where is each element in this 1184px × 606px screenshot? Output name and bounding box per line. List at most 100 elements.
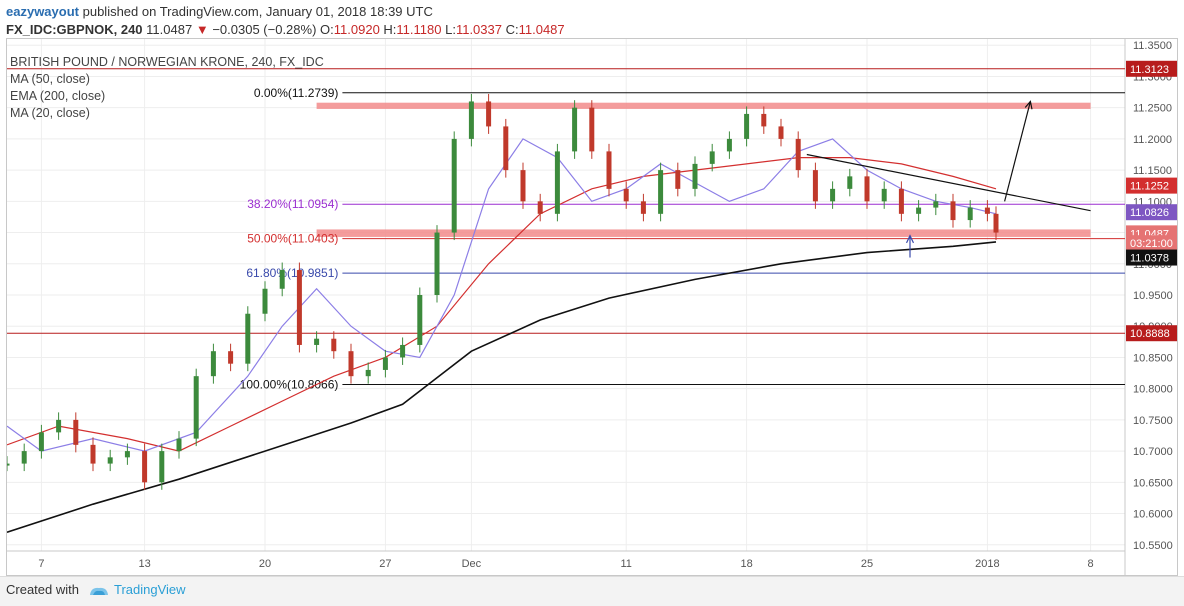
x-tick-label: 20 [259, 558, 271, 570]
candle-body [847, 176, 853, 189]
candle-body [365, 369, 371, 377]
candle-body [228, 351, 234, 364]
y-tick-label: 11.1500 [1133, 165, 1172, 177]
candle-body [107, 457, 113, 464]
candle-body [142, 451, 148, 483]
price-label-text: 03:21:00 [1130, 238, 1173, 250]
candle-body [692, 163, 698, 189]
y-tick-label: 11.3500 [1133, 40, 1172, 52]
chart-header: eazywayout published on TradingView.com,… [0, 0, 1184, 40]
candle-body [210, 351, 216, 377]
price-label-box [1126, 249, 1177, 266]
arrow-head [905, 234, 915, 244]
arrow-line [1004, 101, 1031, 202]
resistance-zone [316, 102, 1091, 109]
arrow-head [1024, 100, 1033, 110]
candle-body [382, 357, 388, 370]
open-value: 11.0920 [333, 22, 380, 37]
candle-body [21, 451, 27, 464]
low-value: 11.0337 [455, 22, 502, 37]
chart-legend: BRITISH POUND / NORWEGIAN KRONE, 240, FX… [10, 54, 324, 122]
x-tick-label: 13 [138, 558, 150, 570]
price-label-box [1126, 177, 1177, 194]
last-price: 11.0487 [146, 22, 193, 37]
candle-body [503, 126, 509, 171]
candle-body [193, 376, 199, 439]
legend-ma50[interactable]: MA (50, close) [10, 72, 90, 86]
candle-body [451, 138, 457, 233]
price-label-text: 11.0378 [1130, 253, 1169, 265]
candle-body [812, 170, 818, 202]
tradingview-logo-icon [90, 587, 108, 595]
candle-body [950, 201, 956, 221]
close-value: 11.0487 [518, 22, 565, 37]
candle-body [898, 188, 904, 214]
price-label-box [1126, 325, 1177, 342]
author-link[interactable]: eazywayout [6, 4, 79, 19]
x-tick-label: 25 [861, 558, 873, 570]
candle-body [589, 107, 595, 152]
candle-body [778, 126, 784, 139]
candle-body [262, 288, 268, 314]
series-line [7, 138, 997, 452]
candle-body [675, 170, 681, 189]
candle-body [967, 207, 973, 221]
candle-body [245, 313, 251, 364]
x-tick-label: 8 [1088, 558, 1094, 570]
legend-ema200[interactable]: EMA (200, close) [10, 89, 106, 103]
y-tick-label: 10.6500 [1133, 477, 1173, 489]
y-tick-label: 10.7500 [1133, 415, 1173, 427]
candle-body [279, 270, 285, 289]
y-tick-label: 10.8500 [1133, 352, 1173, 364]
y-tick-label: 11.2500 [1133, 103, 1172, 115]
candle-body [38, 432, 44, 452]
high-label: H: [383, 22, 397, 37]
candle-body [331, 338, 337, 352]
x-tick-label: 2018 [975, 558, 999, 570]
x-tick-label: 11 [620, 558, 631, 570]
candle-body [400, 344, 406, 358]
candle-body [606, 151, 612, 189]
candle-body [864, 176, 870, 202]
high-value: 11.1180 [396, 22, 442, 37]
candle-body [993, 213, 999, 233]
candle-body [658, 170, 664, 214]
price-label-text: 11.1252 [1130, 181, 1169, 193]
price-change: −0.0305 (−0.28%) [212, 22, 317, 37]
price-label-text: 11.0826 [1130, 207, 1169, 219]
legend-ma20[interactable]: MA (20, close) [10, 106, 90, 120]
chart-pane[interactable]: 0.00%(11.2739) 38.20%(11.0954) 50.00%(11.0… [6, 38, 1178, 576]
x-tick-label: 7 [38, 558, 44, 570]
symbol-label: FX_IDC:GBPNOK, 240 [6, 22, 143, 37]
resistance-zone [316, 229, 1091, 237]
candle-body [640, 201, 646, 214]
published-text: published on TradingView.com, January 01… [82, 4, 433, 19]
candle-body [623, 188, 629, 202]
x-tick-label: Dec [462, 558, 482, 570]
candle-body [537, 201, 543, 214]
candle-body [124, 451, 130, 458]
candle-body [417, 295, 423, 345]
fib-level-label: 50.00%(11.0403) [247, 232, 338, 246]
footer-bar: Created with TradingView [0, 576, 1184, 606]
candle-body [348, 351, 354, 377]
y-tick-label: 10.7000 [1133, 446, 1173, 458]
price-label-box [1126, 235, 1177, 252]
candle-body [744, 113, 750, 139]
candle-body [709, 151, 715, 164]
candle-body [984, 207, 990, 214]
y-tick-label: 11.2000 [1133, 134, 1172, 146]
price-chart[interactable]: 0.00%(11.2739) 38.20%(11.0954) 50.00%(11.0… [7, 39, 1177, 575]
y-tick-label: 10.8000 [1133, 384, 1173, 396]
legend-title: BRITISH POUND / NORWEGIAN KRONE, 240, FX… [10, 55, 324, 69]
candle-body [916, 207, 922, 214]
y-tick-label: 10.6000 [1133, 509, 1173, 521]
tradingview-link[interactable]: TradingView [114, 582, 186, 597]
candle-body [314, 338, 320, 345]
candle-body [572, 107, 578, 152]
candle-body [296, 270, 302, 345]
price-label-box [1126, 60, 1177, 77]
low-label: L: [445, 22, 456, 37]
candle-body [90, 444, 96, 464]
fib-level-label: 0.00%(11.2739) [254, 86, 339, 100]
